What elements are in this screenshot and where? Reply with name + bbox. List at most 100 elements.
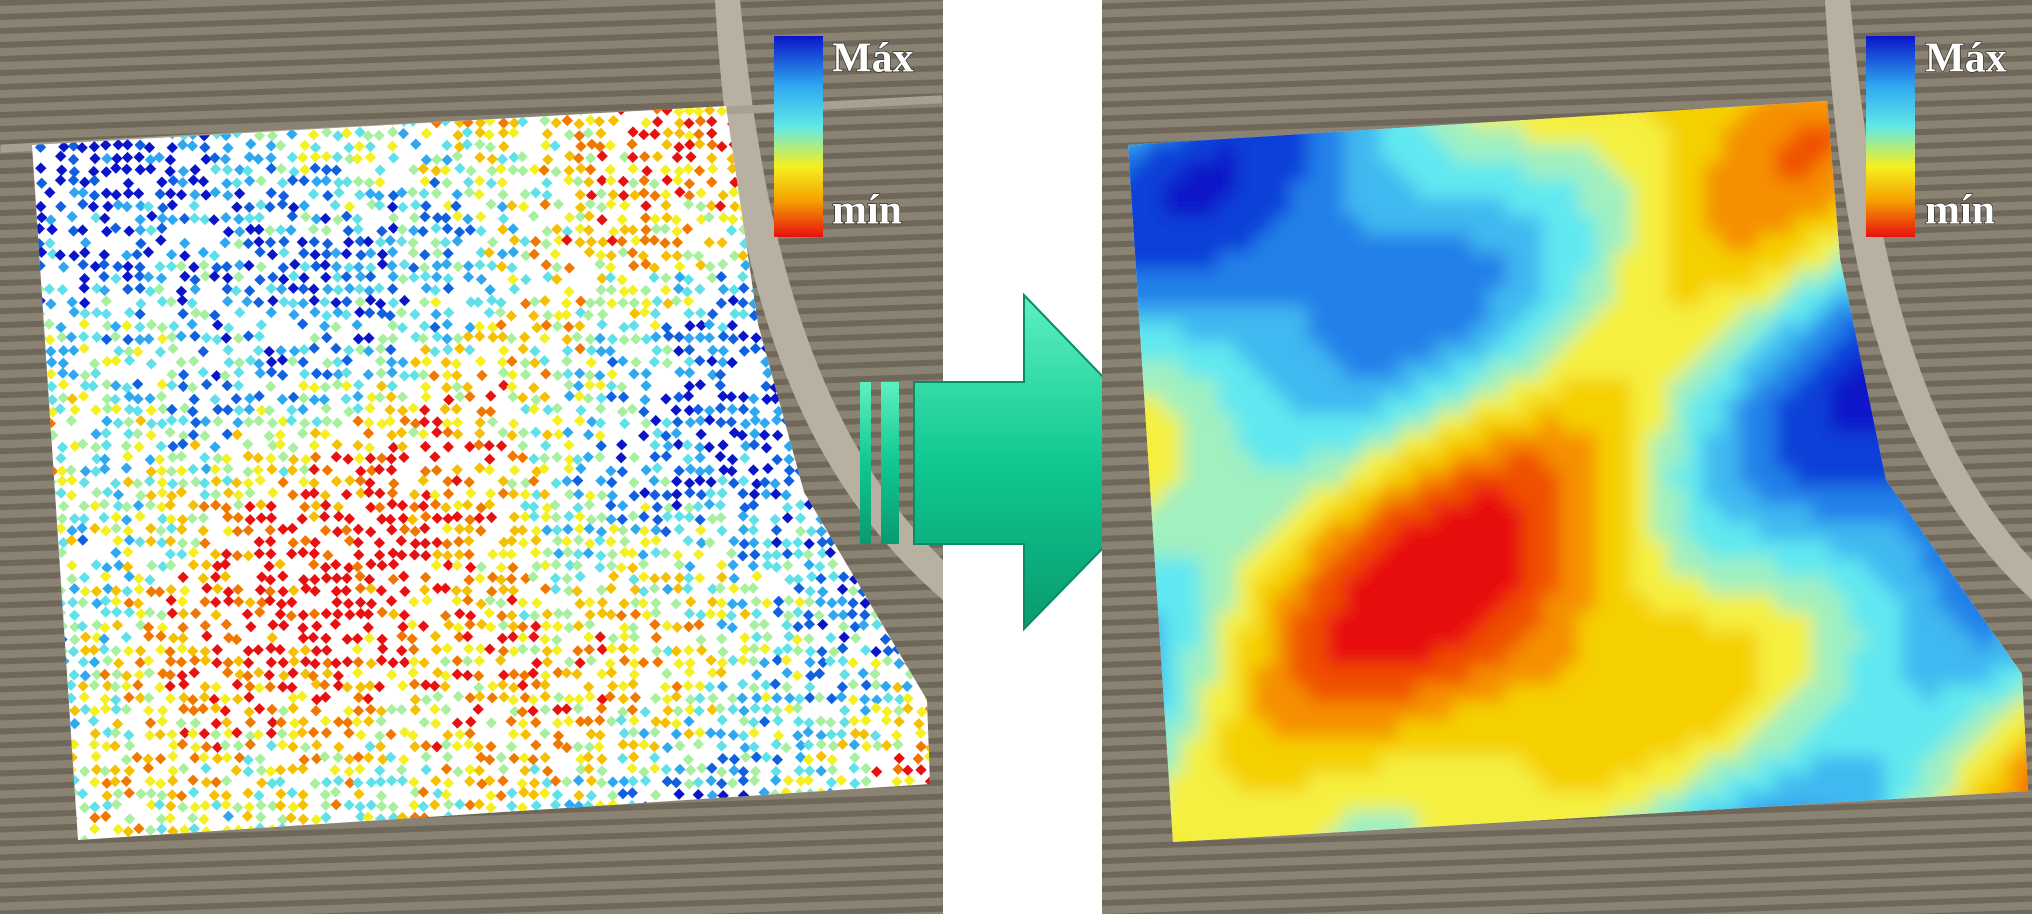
- map-cell: [1542, 198, 1561, 217]
- map-cell: [1524, 576, 1543, 595]
- map-cell: [1200, 432, 1219, 451]
- map-cell: [1344, 288, 1363, 307]
- map-cell: [1326, 720, 1345, 739]
- map-cell: [1146, 378, 1165, 397]
- map-cell: [1290, 684, 1309, 703]
- map-cell: [1290, 432, 1309, 451]
- map-cell: [1560, 396, 1579, 415]
- map-cell: [1290, 378, 1309, 397]
- map-cell: [1488, 684, 1507, 703]
- arrow-stripe: [860, 382, 871, 544]
- map-cell: [1488, 720, 1507, 739]
- map-cell: [1218, 324, 1237, 343]
- map-cell: [1470, 144, 1489, 163]
- map-cell: [1416, 522, 1435, 541]
- map-cell: [1506, 612, 1525, 631]
- map-cell: [1344, 666, 1363, 685]
- map-cell: [1200, 180, 1219, 199]
- map-cell: [1506, 396, 1525, 415]
- map-cell: [1524, 702, 1543, 721]
- map-cell: [1470, 414, 1489, 433]
- map-cell: [1452, 432, 1471, 451]
- map-cell: [1164, 252, 1183, 271]
- map-cell: [1272, 414, 1291, 433]
- map-cell: [1380, 216, 1399, 235]
- map-cell: [1290, 576, 1309, 595]
- map-cell: [1146, 144, 1165, 163]
- map-cell: [1362, 306, 1381, 325]
- map-cell: [1290, 792, 1309, 811]
- map-cell: [1398, 414, 1417, 433]
- map-cell: [1398, 810, 1417, 829]
- map-cell: [1344, 774, 1363, 793]
- map-cell: [1416, 144, 1435, 163]
- map-cell: [1164, 450, 1183, 469]
- map-cell: [1542, 216, 1561, 235]
- map-cell: [1578, 396, 1597, 415]
- map-cell: [1326, 432, 1345, 451]
- map-cell: [1524, 468, 1543, 487]
- map-cell: [1470, 288, 1489, 307]
- map-cell: [1524, 522, 1543, 541]
- map-cell: [1362, 450, 1381, 469]
- map-cell: [1308, 612, 1327, 631]
- map-cell: [1416, 234, 1435, 253]
- map-cell: [1290, 648, 1309, 667]
- map-cell: [1524, 432, 1543, 451]
- map-cell: [1308, 522, 1327, 541]
- map-cell: [1398, 432, 1417, 451]
- map-cell: [1542, 144, 1561, 163]
- map-cell: [1488, 306, 1507, 325]
- map-cell: [1416, 594, 1435, 613]
- map-cell: [1596, 234, 1615, 253]
- map-cell: [1398, 594, 1417, 613]
- map-cell: [1326, 558, 1345, 577]
- map-cell: [1380, 594, 1399, 613]
- map-cell: [1434, 540, 1453, 559]
- map-cell: [1164, 666, 1183, 685]
- map-cell: [1344, 396, 1363, 415]
- map-cell: [1218, 576, 1237, 595]
- map-cell: [1164, 468, 1183, 487]
- map-cell: [1290, 468, 1309, 487]
- map-cell: [1164, 522, 1183, 541]
- map-cell: [1542, 234, 1561, 253]
- map-cell: [1254, 216, 1273, 235]
- map-cell: [1488, 666, 1507, 685]
- map-cell: [1380, 720, 1399, 739]
- map-cell: [1398, 666, 1417, 685]
- map-cell: [1200, 810, 1219, 829]
- map-cell: [1506, 378, 1525, 397]
- map-cell: [1290, 216, 1309, 235]
- map-cell: [1254, 792, 1273, 811]
- map-cell: [1542, 594, 1561, 613]
- map-cell: [1452, 576, 1471, 595]
- map-cell: [1164, 360, 1183, 379]
- map-cell: [1200, 720, 1219, 739]
- map-cell: [1578, 594, 1597, 613]
- map-cell: [1164, 432, 1183, 451]
- map-cell: [1560, 324, 1579, 343]
- map-cell: [1506, 288, 1525, 307]
- map-cell: [1596, 306, 1615, 325]
- map-cell: [1470, 594, 1489, 613]
- map-cell: [1200, 216, 1219, 235]
- map-cell: [1272, 720, 1291, 739]
- map-cell: [1254, 756, 1273, 775]
- map-cell: [1380, 270, 1399, 289]
- map-cell: [1362, 414, 1381, 433]
- map-cell: [1488, 774, 1507, 793]
- map-cell: [1254, 720, 1273, 739]
- map-cell: [1182, 432, 1201, 451]
- map-cell: [1506, 270, 1525, 289]
- map-cell: [1560, 378, 1579, 397]
- map-cell: [1164, 576, 1183, 595]
- map-cell: [1218, 288, 1237, 307]
- map-cell: [1542, 702, 1561, 721]
- map-cell: [1452, 738, 1471, 757]
- map-cell: [1362, 702, 1381, 721]
- map-cell: [1434, 234, 1453, 253]
- map-cell: [1200, 504, 1219, 523]
- map-cell: [1326, 270, 1345, 289]
- map-cell: [1488, 594, 1507, 613]
